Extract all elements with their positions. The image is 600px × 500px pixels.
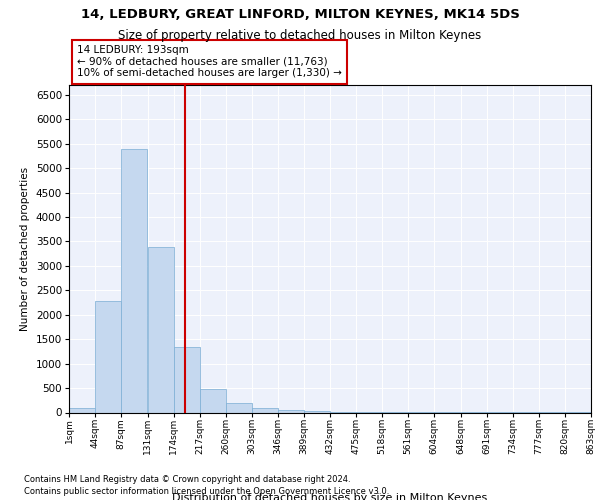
X-axis label: Distribution of detached houses by size in Milton Keynes: Distribution of detached houses by size … (172, 494, 488, 500)
Text: Contains public sector information licensed under the Open Government Licence v3: Contains public sector information licen… (24, 487, 389, 496)
Bar (304, 411, 330, 412)
Y-axis label: Number of detached properties: Number of detached properties (20, 166, 30, 331)
Bar (69, 408, 95, 412)
Bar (148, 248, 174, 412)
Bar (200, 390, 226, 412)
Bar (174, 348, 200, 412)
Text: Contains HM Land Registry data © Crown copyright and database right 2024.: Contains HM Land Registry data © Crown c… (24, 475, 350, 484)
Bar (121, 149, 147, 412)
Text: Size of property relative to detached houses in Milton Keynes: Size of property relative to detached ho… (118, 29, 482, 42)
Bar (278, 410, 304, 412)
Bar (226, 404, 252, 412)
Text: 14 LEDBURY: 193sqm
← 90% of detached houses are smaller (11,763)
10% of semi-det: 14 LEDBURY: 193sqm ← 90% of detached hou… (77, 45, 342, 78)
Bar (252, 408, 278, 412)
Bar (95, 301, 121, 412)
Text: 14, LEDBURY, GREAT LINFORD, MILTON KEYNES, MK14 5DS: 14, LEDBURY, GREAT LINFORD, MILTON KEYNE… (80, 8, 520, 20)
